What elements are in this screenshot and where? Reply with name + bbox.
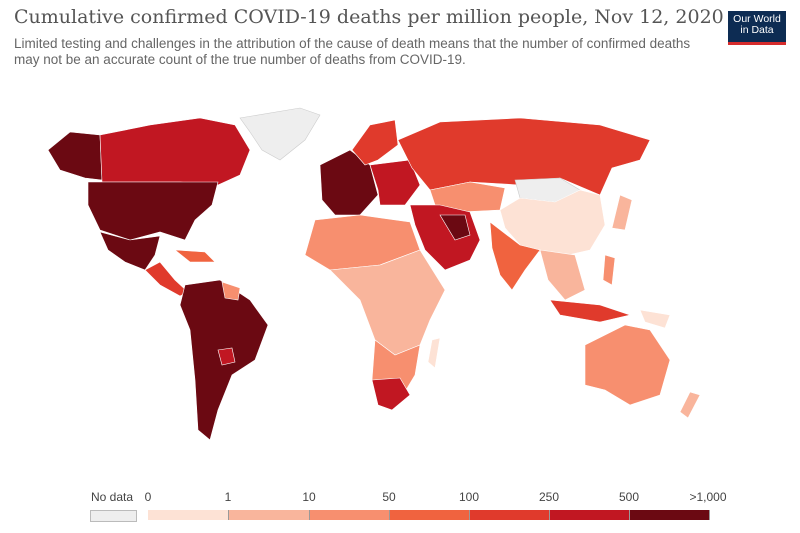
legend-bin-250-500[interactable] <box>550 510 630 520</box>
legend-tick: 250 <box>538 490 560 504</box>
chart-title: Cumulative confirmed COVID-19 deaths per… <box>14 6 724 28</box>
region-mexico[interactable] <box>99 231 161 271</box>
region-australia[interactable] <box>584 324 671 406</box>
region-philippines[interactable] <box>602 254 616 286</box>
legend-bin-500-1000[interactable] <box>630 510 710 520</box>
region-alaska[interactable] <box>47 131 103 181</box>
region-scandinavia[interactable] <box>351 119 399 166</box>
legend-tick: 100 <box>458 490 480 504</box>
legend-bin-50-100[interactable] <box>390 510 470 520</box>
legend-bin-1-10[interactable] <box>229 510 310 520</box>
region-paraguay[interactable] <box>217 347 236 366</box>
region-png[interactable] <box>639 309 671 329</box>
legend-tick: 500 <box>618 490 640 504</box>
region-caribbean[interactable] <box>174 249 216 263</box>
region-new-zealand[interactable] <box>679 391 701 419</box>
region-madagascar[interactable] <box>427 337 441 369</box>
legend-tick: >1,000 <box>689 490 727 504</box>
legend-tick: 50 <box>382 490 396 504</box>
legend-tick: 1 <box>224 490 232 504</box>
region-india[interactable] <box>489 221 541 291</box>
owid-logo[interactable]: Our World in Data <box>728 11 786 45</box>
world-map <box>47 107 701 441</box>
region-china[interactable] <box>499 189 606 259</box>
chart-subtitle: Limited testing and challenges in the at… <box>14 36 691 67</box>
legend-bin-0-1[interactable] <box>148 510 229 520</box>
region-southeast-asia[interactable] <box>539 249 586 301</box>
region-japan[interactable] <box>611 194 633 231</box>
legend-no-data-swatch[interactable] <box>90 510 137 522</box>
region-europe-west[interactable] <box>319 149 379 216</box>
legend-tick: 10 <box>302 490 316 504</box>
legend: No data 0 1 10 50 100 250 500 >1,000 <box>0 490 800 530</box>
region-indonesia[interactable] <box>549 299 632 323</box>
region-central-america[interactable] <box>144 261 189 297</box>
region-south-africa[interactable] <box>371 377 411 411</box>
legend-bin-100-250[interactable] <box>470 510 550 520</box>
legend-no-data-label: No data <box>90 490 134 504</box>
region-iran[interactable] <box>439 214 471 241</box>
region-canada[interactable] <box>99 117 251 186</box>
legend-bin-10-50[interactable] <box>310 510 390 520</box>
region-guiana[interactable] <box>221 281 241 301</box>
region-greenland[interactable] <box>239 107 321 161</box>
legend-tick: 0 <box>144 490 152 504</box>
region-usa[interactable] <box>87 181 219 241</box>
region-central-africa[interactable] <box>329 249 446 356</box>
